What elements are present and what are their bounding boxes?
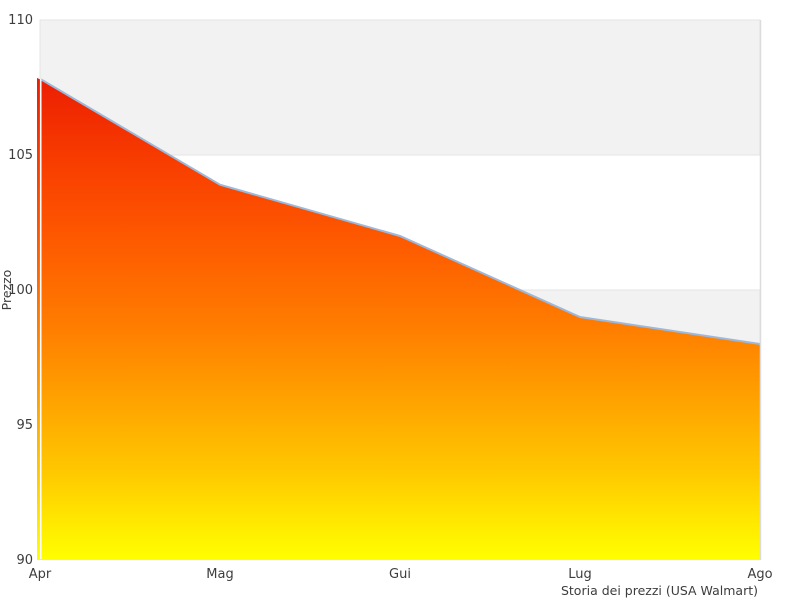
x-tick-label: Lug (568, 567, 592, 582)
grid-band (39, 19, 761, 156)
y-tick-label: 110 (8, 13, 33, 28)
y-axis-tick-labels: 110 105 100 95 90 (8, 13, 33, 568)
price-area (37, 77, 760, 561)
x-axis-tick-labels: Apr Mag Gui Lug Ago (29, 567, 773, 582)
x-tick-label: Mag (206, 567, 233, 582)
y-tick-label: 100 (8, 283, 33, 298)
x-tick-label: Gui (389, 567, 411, 582)
chart-title: Storia dei prezzi (USA Walmart) (561, 583, 758, 598)
x-tick-label: Apr (29, 567, 52, 582)
y-axis-title: Prezzo (0, 270, 14, 311)
y-tick-label: 95 (16, 418, 33, 433)
x-tick-label: Ago (747, 567, 772, 582)
y-tick-label: 90 (16, 553, 33, 568)
price-line (40, 78, 761, 345)
y-tick-label: 105 (8, 148, 33, 163)
